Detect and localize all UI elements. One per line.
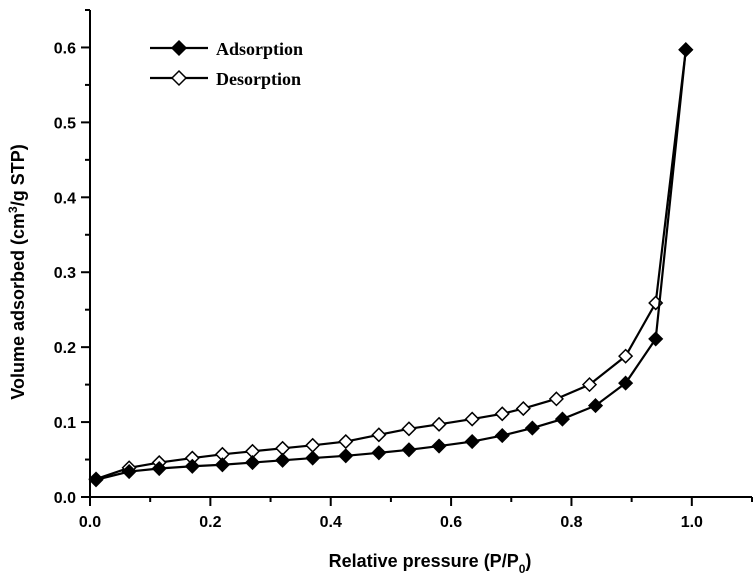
y-tick-label: 0.3 xyxy=(54,265,76,282)
adsorption-point xyxy=(618,375,634,391)
adsorption-point xyxy=(214,457,230,473)
series-layer xyxy=(88,42,694,488)
adsorption-point xyxy=(524,420,540,436)
y-tick-label: 0.1 xyxy=(54,415,76,432)
desorption-point xyxy=(464,411,480,427)
legend-item-desorption: Desorption xyxy=(150,69,301,89)
adsorption-point xyxy=(88,472,104,488)
adsorption-point xyxy=(338,448,354,464)
adsorption-line xyxy=(95,49,687,481)
y-tick-label: 0.2 xyxy=(54,340,76,357)
desorption-point xyxy=(431,416,447,432)
y-axis-title: Volume adsorbed (cm3/g STP) xyxy=(6,144,28,399)
adsorption-point xyxy=(305,450,321,466)
adsorption-point xyxy=(554,411,570,427)
desorption-point xyxy=(401,421,417,437)
x-tick-label: 0.2 xyxy=(199,514,221,531)
adsorption-point xyxy=(121,463,137,480)
adsorption-point xyxy=(464,433,480,450)
legend-label: Desorption xyxy=(216,69,301,89)
desorption-point xyxy=(305,437,321,453)
x-tick-label: 1.0 xyxy=(681,514,703,531)
desorption-point xyxy=(618,348,634,364)
legend-item-adsorption: Adsorption xyxy=(150,39,303,59)
desorption-point xyxy=(371,427,387,443)
adsorption-point xyxy=(431,438,447,454)
desorption-point xyxy=(494,406,510,422)
legend-label: Adsorption xyxy=(216,39,303,59)
x-tick-label: 0.4 xyxy=(320,514,342,531)
adsorption-point xyxy=(494,428,510,444)
adsorption-point xyxy=(678,42,694,58)
desorption-point xyxy=(548,391,564,407)
adsorption-point xyxy=(244,454,261,471)
adsorption-point xyxy=(184,458,200,474)
x-tick-label: 0.8 xyxy=(560,514,582,531)
y-tick-label: 0.5 xyxy=(54,115,76,132)
desorption-point xyxy=(515,401,531,417)
adsorption-point xyxy=(275,452,291,468)
y-tick-label: 0.0 xyxy=(54,490,76,507)
adsorption-point xyxy=(401,442,417,458)
adsorption-point xyxy=(371,445,387,461)
legend: Adsorption Desorption xyxy=(150,39,303,89)
x-tick-label: 0.6 xyxy=(440,514,462,531)
desorption-point xyxy=(581,377,598,393)
adsorption-point xyxy=(151,460,167,477)
desorption-point xyxy=(338,433,354,450)
x-axis-title: Relative pressure (P/P0) xyxy=(329,551,532,576)
adsorption-series xyxy=(88,42,694,488)
adsorption-point xyxy=(648,331,664,347)
desorption-series xyxy=(88,42,694,487)
x-tick-label: 0.0 xyxy=(79,514,101,531)
legend-marker xyxy=(170,69,188,87)
legend-marker xyxy=(170,39,188,57)
axes: 0.0 0.2 0.4 0.6 0.8 1.0 0.0 0.1 0.2 0.3 0.4 0.5 0.6 xyxy=(54,9,753,531)
desorption-line xyxy=(95,49,687,481)
y-tick-label: 0.4 xyxy=(54,190,76,207)
adsorption-point xyxy=(587,398,604,414)
y-tick-label: 0.6 xyxy=(54,40,76,57)
